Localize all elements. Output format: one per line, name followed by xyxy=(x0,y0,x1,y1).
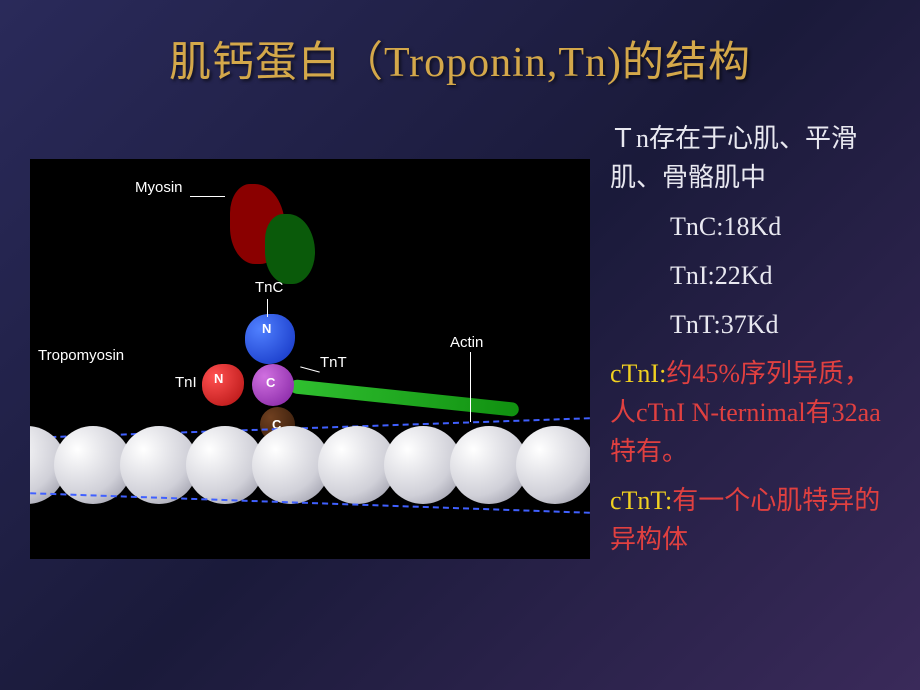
diagram-label-myosin: Myosin xyxy=(135,179,183,196)
diagram-label-tropomyosin: Tropomyosin xyxy=(38,347,124,364)
tnt-tail-shape xyxy=(289,379,519,417)
text-column: Ｔn存在于心肌、平滑肌、骨骼肌中 TnC:18Kd TnI:22Kd TnT:3… xyxy=(590,109,890,559)
ctnt-label: cTnT: xyxy=(610,486,672,515)
diagram-label-tnt: TnT xyxy=(320,354,347,371)
actin-sphere xyxy=(516,426,590,504)
c-terminal-marker: C xyxy=(266,375,275,390)
diagram-label-tnc: TnC xyxy=(255,279,283,296)
n-terminal-marker-2: N xyxy=(214,371,223,386)
actin-filament xyxy=(30,426,590,504)
diagram-label-tni: TnI xyxy=(175,374,197,391)
label-connector xyxy=(300,366,320,372)
molecular-diagram: N N C C Myosin Tropomyosin TnC TnI TnT A… xyxy=(30,159,590,559)
intro-text: Ｔn存在于心肌、平滑肌、骨骼肌中 xyxy=(610,119,890,197)
tni-weight: TnI:22Kd xyxy=(610,256,890,295)
slide-content: N N C C Myosin Tropomyosin TnC TnI TnT A… xyxy=(0,109,920,559)
myosin-part-green xyxy=(265,214,315,284)
tnt-weight: TnT:37Kd xyxy=(610,305,890,344)
label-connector xyxy=(470,352,471,422)
label-connector xyxy=(190,196,225,197)
slide-title: 肌钙蛋白（Troponin,Tn)的结构 xyxy=(0,0,920,109)
ctni-paragraph: cTnI:约45%序列异质，人cTnI N-ternimal有32aa特有。 xyxy=(610,354,890,471)
ctni-label: cTnI: xyxy=(610,359,666,388)
diagram-label-actin: Actin xyxy=(450,334,483,351)
n-terminal-marker: N xyxy=(262,321,271,336)
tnc-weight: TnC:18Kd xyxy=(610,207,890,246)
label-connector xyxy=(267,299,268,317)
ctnt-paragraph: cTnT:有一个心肌特异的异构体 xyxy=(610,481,890,559)
